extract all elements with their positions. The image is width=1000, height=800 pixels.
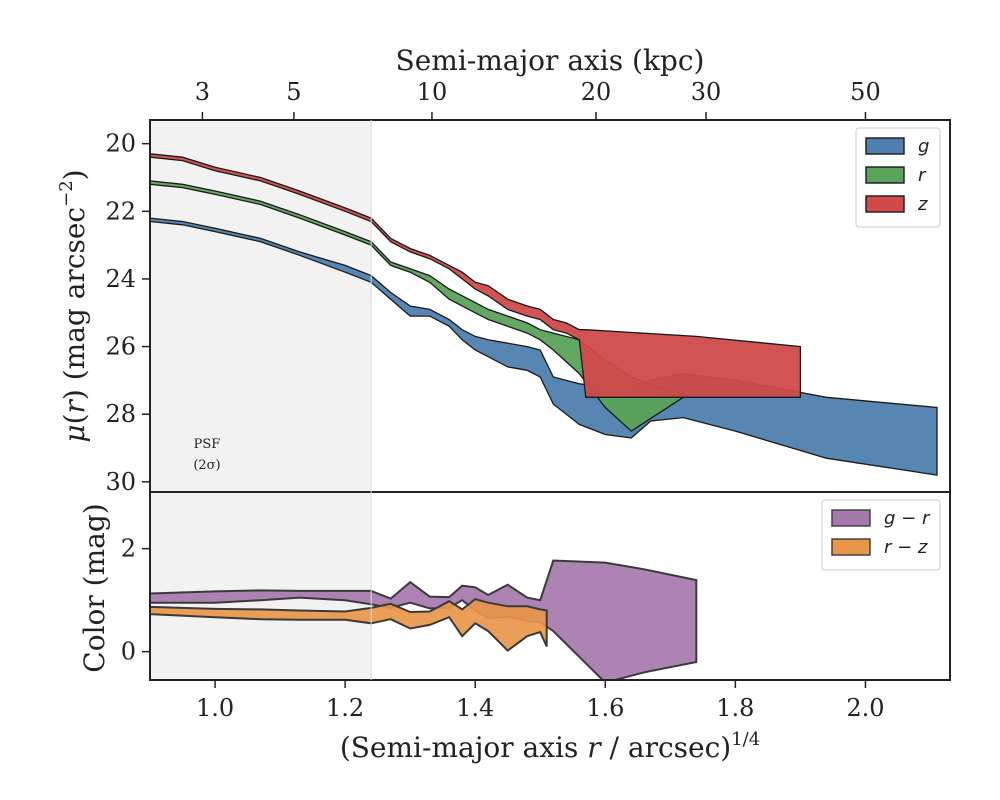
legend-swatch (865, 137, 905, 155)
top-y-axis-label: μ(r) (mag arcsec−2) (56, 169, 91, 442)
x-tick-label: 2.0 (846, 694, 884, 722)
legend-swatch (865, 195, 905, 213)
x-tick-label: 1.6 (586, 694, 624, 722)
top-x-axis-label: Semi-major axis (kpc) (396, 44, 705, 77)
y-tick-label: 30 (105, 468, 136, 496)
band-z (150, 153, 802, 398)
x-tick-label: 1.2 (326, 694, 364, 722)
x-tick-label: 1.8 (716, 694, 754, 722)
y-tick-label: 26 (105, 333, 136, 361)
y-tick-label: 24 (105, 265, 136, 293)
psf-label: PSF (194, 437, 221, 452)
legend-swatch (831, 538, 871, 556)
legend-label: g (918, 136, 929, 157)
y-tick-label: 28 (105, 400, 136, 428)
bottom-x-axis-label: (Semi-major axis r / arcsec)1/4 (340, 729, 760, 764)
legend-swatch (865, 166, 905, 184)
color-bands (150, 559, 698, 680)
top-x-tick-label: 50 (850, 78, 881, 106)
legend-swatch (831, 509, 871, 527)
axis-ticks: 1.0 1.2 1.4 1.6 1.8 2.03 5 10 20 30 50202224262830… (105, 78, 884, 722)
x-tick-label: 1.4 (456, 694, 494, 722)
color-y-tick-label: 0 (121, 638, 136, 666)
psf-region-bottom (150, 492, 372, 680)
y-tick-label: 20 (105, 130, 136, 158)
top-x-tick-label: 10 (417, 78, 448, 106)
legend-bottom: g − r r − z (821, 499, 941, 571)
y-tick-label: 22 (105, 197, 136, 225)
top-x-tick-label: 5 (286, 78, 301, 106)
psf-region-top (150, 120, 372, 492)
x-tick-label: 1.0 (196, 694, 234, 722)
legend-label: z (917, 194, 928, 215)
top-x-tick-label: 3 (195, 78, 210, 106)
top-x-tick-label: 30 (691, 78, 722, 106)
psf-label-sigma: (2σ) (193, 458, 220, 473)
surface-brightness-bands (150, 153, 938, 476)
bottom-panel-frame (149, 491, 951, 681)
color-y-tick-label: 2 (121, 535, 136, 563)
bottom-y-axis-label: Color (mag) (78, 503, 111, 672)
legend-label: r − z (884, 537, 928, 558)
top-x-tick-label: 20 (581, 78, 612, 106)
legend-top: grz (855, 127, 941, 228)
legend-label: r (918, 165, 927, 186)
band-r-minus-z (150, 598, 548, 652)
legend-label: g − r (884, 508, 931, 529)
band-g (150, 217, 938, 476)
